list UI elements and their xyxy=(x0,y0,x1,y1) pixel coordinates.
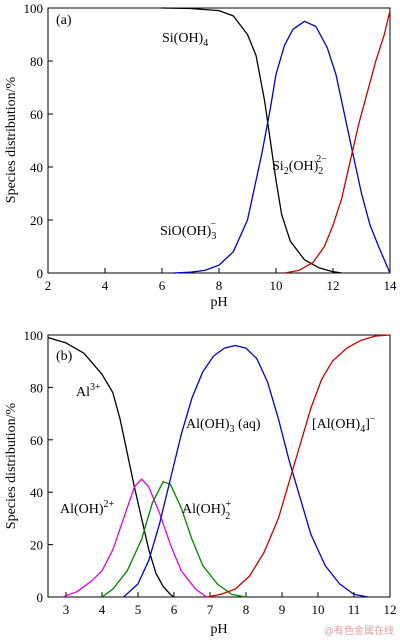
panel-b-xtick-label: 12 xyxy=(384,602,397,617)
panel-a-ticks: 2 4 6 8 10 12 14 0 20 40 60 80 100 xyxy=(24,1,398,293)
label-al-oh-4-minus: [Al(OH)4]− xyxy=(312,414,376,435)
panel-a-xtick-label: 12 xyxy=(327,278,340,293)
panel-a-xtick-label: 2 xyxy=(45,278,52,293)
panel-a-ylabel: Species distribution/% xyxy=(4,76,19,203)
panel-a-ytick-label: 40 xyxy=(30,160,43,175)
panel-b-series-line xyxy=(101,481,247,598)
panel-b-tag: (b) xyxy=(56,349,73,364)
panel-b-ytick-label: 0 xyxy=(37,590,44,605)
watermark-text: @有色金属在线 xyxy=(324,624,394,637)
panel-b-series-lines xyxy=(47,334,391,598)
panel-b-series-line xyxy=(206,334,391,598)
panel-b-series-line xyxy=(123,344,369,598)
panel-a-ytick-label: 0 xyxy=(37,266,44,281)
panel-a-ytick-label: 60 xyxy=(30,107,43,122)
panel-a-chart: 2 4 6 8 10 12 14 0 20 40 60 80 100 (a) pH Species di… xyxy=(4,1,397,310)
panel-b-xtick-label: 6 xyxy=(171,602,178,617)
panel-a-frame xyxy=(47,7,391,274)
panel-b-ticks: 3 4 5 6 7 8 9 10 11 12 0 20 40 60 80 100 xyxy=(24,328,397,617)
panel-b-ylabel: Species distribution/% xyxy=(4,402,19,529)
panel-b-ytick-label: 60 xyxy=(30,433,43,448)
panel-a-series-line xyxy=(284,10,391,274)
label-si-oh-4: Si(OH)4 xyxy=(162,31,208,49)
panel-a-series-line xyxy=(173,20,391,274)
panel-a-ytick-label: 100 xyxy=(24,1,44,16)
panel-a-xlabel: pH xyxy=(210,295,227,310)
panel-a-series-line xyxy=(161,7,342,274)
panel-b-xtick-label: 3 xyxy=(63,602,70,617)
panel-a-xtick-label: 4 xyxy=(102,278,109,293)
panel-b-series-line xyxy=(47,336,175,598)
panel-b-xtick-label: 8 xyxy=(243,602,250,617)
label-al3plus: Al3+ xyxy=(76,382,101,400)
panel-b-ytick-label: 100 xyxy=(24,328,44,343)
panel-b-series-line xyxy=(62,478,207,598)
panel-a-ytick-label: 20 xyxy=(30,213,43,228)
panel-a-xtick-label: 10 xyxy=(270,278,283,293)
panel-a-xtick-label: 8 xyxy=(216,278,223,293)
label-al-oh-2plus: Al(OH)2+ xyxy=(60,499,115,517)
label-si2-oh-2: Si2(OH)22− xyxy=(272,154,327,177)
panel-b-xtick-label: 4 xyxy=(99,602,106,617)
panel-a-ytick-label: 80 xyxy=(30,54,43,69)
label-sio-oh-3: SiO(OH)3− xyxy=(160,219,216,242)
panel-b-xtick-label: 9 xyxy=(279,602,286,617)
panel-b-ytick-label: 80 xyxy=(30,380,43,395)
panel-b-ytick-label: 20 xyxy=(30,538,43,553)
panel-a-series-lines xyxy=(161,7,391,274)
panel-b-xtick-label: 7 xyxy=(207,602,214,617)
panel-b-chart: 3 4 5 6 7 8 9 10 11 12 0 20 40 60 80 100 (b) pH Species… xyxy=(4,328,397,637)
label-al-oh-2-plus: Al(OH)+ 2 xyxy=(182,499,232,522)
panel-b-xtick-label: 5 xyxy=(135,602,142,617)
label-al-oh-3-aq: Al(OH)3 (aq) xyxy=(186,417,261,435)
panel-a-xtick-label: 14 xyxy=(384,278,398,293)
panel-a-tag: (a) xyxy=(56,13,72,28)
panel-b-xlabel: pH xyxy=(210,622,227,637)
panel-b-frame xyxy=(47,334,391,598)
panel-b-xtick-label: 10 xyxy=(312,602,325,617)
panel-a-xtick-label: 6 xyxy=(159,278,166,293)
panel-b-ytick-label: 40 xyxy=(30,485,43,500)
panel-b-xtick-label: 11 xyxy=(348,602,361,617)
